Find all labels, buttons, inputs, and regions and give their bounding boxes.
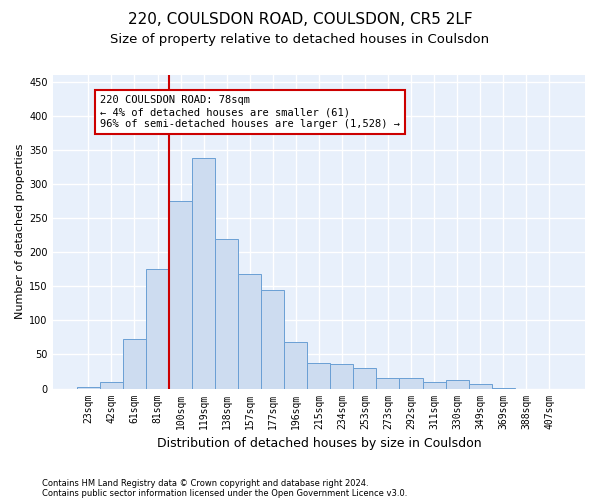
- Bar: [261, 290, 284, 388]
- Text: Size of property relative to detached houses in Coulsdon: Size of property relative to detached ho…: [110, 32, 490, 46]
- X-axis label: Distribution of detached houses by size in Coulsdon: Distribution of detached houses by size …: [157, 437, 481, 450]
- Bar: [100, 382, 123, 388]
- Bar: [446, 380, 469, 388]
- Bar: [77, 387, 100, 388]
- Bar: [353, 368, 376, 388]
- Text: 220, COULSDON ROAD, COULSDON, CR5 2LF: 220, COULSDON ROAD, COULSDON, CR5 2LF: [128, 12, 472, 28]
- Text: Contains HM Land Registry data © Crown copyright and database right 2024.: Contains HM Land Registry data © Crown c…: [42, 478, 368, 488]
- Y-axis label: Number of detached properties: Number of detached properties: [15, 144, 25, 320]
- Bar: [192, 158, 215, 388]
- Text: 220 COULSDON ROAD: 78sqm
← 4% of detached houses are smaller (61)
96% of semi-de: 220 COULSDON ROAD: 78sqm ← 4% of detache…: [100, 96, 400, 128]
- Bar: [215, 238, 238, 388]
- Bar: [146, 270, 169, 388]
- Bar: [422, 382, 446, 388]
- Bar: [331, 364, 353, 388]
- Bar: [169, 201, 192, 388]
- Text: Contains public sector information licensed under the Open Government Licence v3: Contains public sector information licen…: [42, 488, 407, 498]
- Bar: [284, 342, 307, 388]
- Bar: [376, 378, 400, 388]
- Bar: [469, 384, 491, 388]
- Bar: [400, 378, 422, 388]
- Bar: [307, 364, 331, 388]
- Bar: [123, 340, 146, 388]
- Bar: [238, 274, 261, 388]
